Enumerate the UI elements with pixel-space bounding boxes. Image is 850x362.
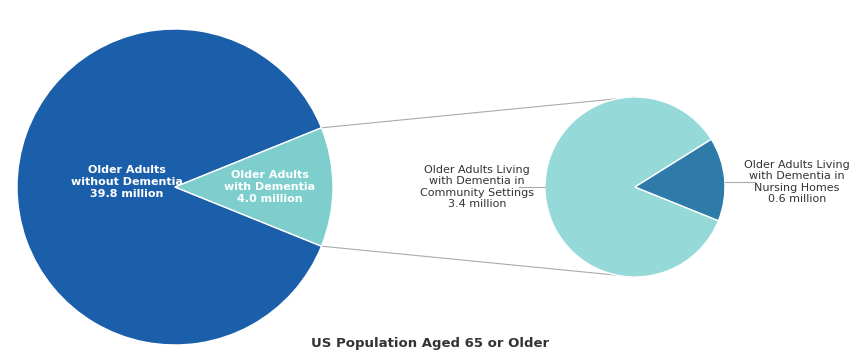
Wedge shape bbox=[635, 139, 725, 221]
Wedge shape bbox=[545, 97, 718, 277]
Text: Older Adults
without Dementia
39.8 million: Older Adults without Dementia 39.8 milli… bbox=[71, 165, 183, 199]
Wedge shape bbox=[175, 128, 333, 246]
Text: Older Adults
with Dementia
4.0 million: Older Adults with Dementia 4.0 million bbox=[224, 171, 315, 203]
Text: Older Adults Living
with Dementia in
Nursing Homes
0.6 million: Older Adults Living with Dementia in Nur… bbox=[744, 160, 850, 205]
Wedge shape bbox=[17, 29, 321, 345]
Text: Older Adults Living
with Dementia in
Community Settings
3.4 million: Older Adults Living with Dementia in Com… bbox=[420, 165, 534, 209]
Text: US Population Aged 65 or Older: US Population Aged 65 or Older bbox=[311, 337, 549, 350]
